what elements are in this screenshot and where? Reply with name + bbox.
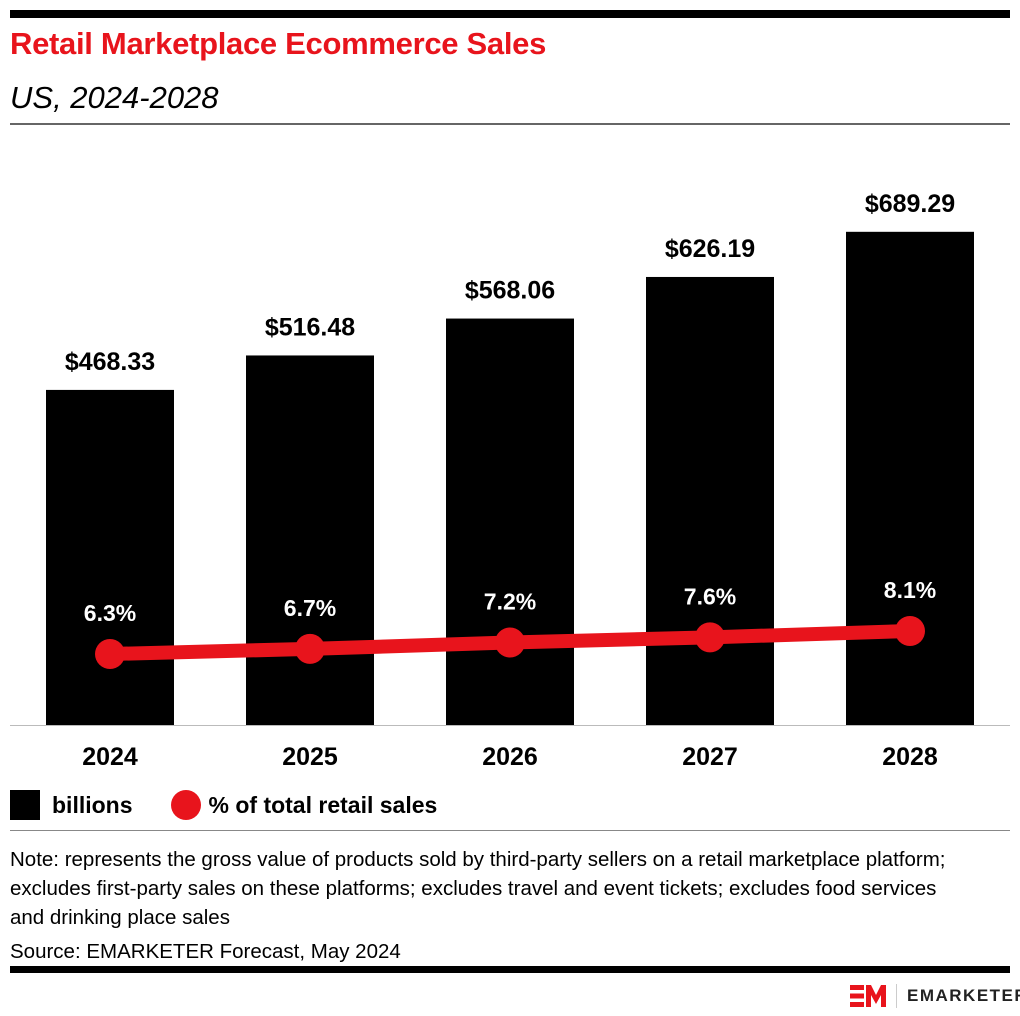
bar-2028	[846, 231, 974, 726]
line-label-2025: 6.7%	[284, 595, 336, 621]
x-tick-2025: 2025	[282, 743, 338, 771]
line-label-2024: 6.3%	[84, 600, 136, 626]
plot-area: $468.33 2024 $516.48 2025 $568.06 2026 $626.19…	[10, 190, 1010, 771]
legend-line-swatch	[170, 790, 201, 820]
x-tick-2026: 2026	[482, 743, 538, 771]
chart-subtitle: US, 2024-2028	[10, 80, 219, 115]
bar-2025	[246, 355, 374, 725]
line-point-2024	[95, 639, 125, 669]
bar-2026	[446, 318, 574, 725]
chart-title: Retail Marketplace Ecommerce Sales	[10, 26, 547, 61]
legend-divider	[10, 830, 1010, 831]
header-divider	[10, 123, 1010, 125]
emarketer-logo: EMARKETER	[850, 984, 1020, 1008]
top-rule	[10, 10, 1010, 18]
em-logo-icon	[850, 985, 886, 1007]
x-tick-2027: 2027	[682, 743, 738, 771]
logo-text: EMARKETER	[907, 986, 1020, 1005]
line-label-2027: 7.6%	[684, 583, 736, 609]
line-label-2028: 8.1%	[884, 577, 936, 603]
legend-bar-swatch	[10, 790, 40, 820]
note: Note: represents the gross value of prod…	[10, 848, 946, 929]
legend: billions % of total retail sales	[10, 790, 437, 820]
bar-label-2028: $689.29	[865, 190, 955, 218]
logo-separator	[896, 984, 897, 1008]
bar-label-2027: $626.19	[665, 235, 755, 263]
source: Source: EMARKETER Forecast, May 2024	[10, 940, 401, 963]
line-point-2027	[695, 622, 725, 653]
legend-line-label: % of total retail sales	[208, 791, 438, 818]
bar-label-2026: $568.06	[465, 277, 555, 305]
bar-label-2024: $468.33	[65, 348, 155, 376]
line-point-2025	[295, 633, 325, 664]
x-tick-2028: 2028	[882, 743, 938, 771]
bottom-rule	[10, 966, 1010, 973]
bar-label-2025: $516.48	[265, 313, 355, 341]
line-label-2026: 7.2%	[484, 588, 536, 614]
legend-bar-label: billions	[52, 791, 133, 818]
line-point-2026	[495, 627, 525, 658]
line-point-2028	[895, 615, 925, 646]
bar-2027	[646, 276, 774, 725]
bar-2024	[46, 389, 174, 725]
x-tick-2024: 2024	[82, 743, 138, 771]
